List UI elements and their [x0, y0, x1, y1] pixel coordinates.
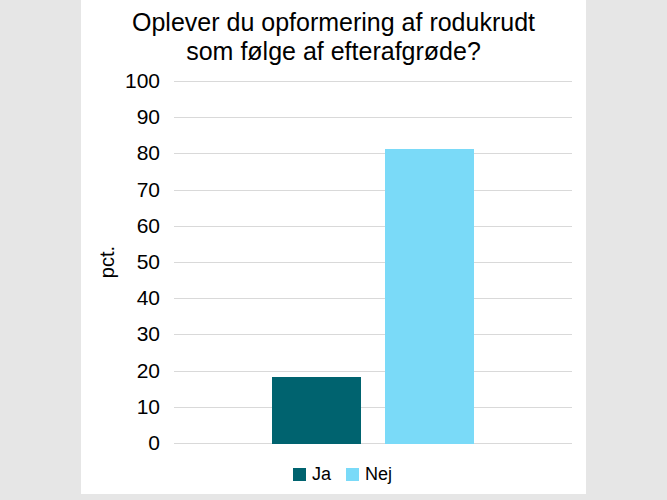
chart-canvas: Oplever du opformering af rodukrudt som …	[0, 0, 667, 500]
legend-swatch-nej	[346, 468, 359, 481]
legend-label-ja: Ja	[312, 464, 331, 485]
gridline-20	[174, 371, 572, 372]
legend-item-nej: Nej	[346, 464, 392, 485]
legend-swatch-ja	[293, 468, 306, 481]
gridline-30	[174, 334, 572, 335]
y-tick-label-30: 30	[81, 323, 160, 345]
plot-area	[174, 81, 572, 444]
y-axis-ticks: 0 10 20 30 40 50 60 70 80 90 100	[81, 0, 160, 494]
y-tick-label-0: 0	[81, 432, 160, 454]
gridline-0	[174, 443, 572, 444]
gridline-90	[174, 117, 572, 118]
bar-ja	[272, 377, 361, 444]
y-tick-label-40: 40	[81, 287, 160, 309]
y-tick-label-80: 80	[81, 142, 160, 164]
gridline-50	[174, 262, 572, 263]
gridline-70	[174, 190, 572, 191]
legend-label-nej: Nej	[365, 464, 392, 485]
bar-nej	[385, 149, 474, 444]
legend: Ja Nej	[81, 464, 586, 485]
gridline-80	[174, 153, 572, 154]
y-tick-label-20: 20	[81, 360, 160, 382]
y-tick-label-70: 70	[81, 179, 160, 201]
y-tick-label-50: 50	[81, 251, 160, 273]
y-tick-label-10: 10	[81, 396, 160, 418]
gridline-60	[174, 226, 572, 227]
gridline-40	[174, 298, 572, 299]
y-tick-label-100: 100	[81, 70, 160, 92]
y-tick-label-60: 60	[81, 215, 160, 237]
legend-item-ja: Ja	[293, 464, 331, 485]
y-tick-label-90: 90	[81, 106, 160, 128]
chart-panel: Oplever du opformering af rodukrudt som …	[81, 0, 586, 494]
gridline-10	[174, 407, 572, 408]
gridline-100	[174, 81, 572, 82]
